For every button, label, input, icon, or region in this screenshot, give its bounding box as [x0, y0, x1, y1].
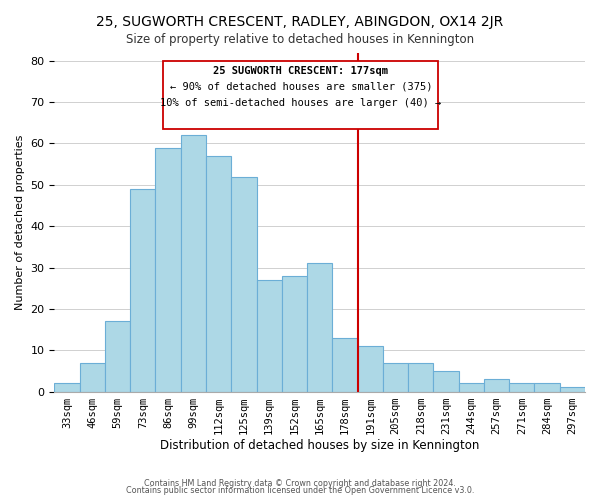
Bar [181, 135, 206, 392]
Bar [433, 371, 458, 392]
Bar [358, 346, 383, 392]
X-axis label: Distribution of detached houses by size in Kennington: Distribution of detached houses by size … [160, 440, 479, 452]
Bar [80, 362, 105, 392]
Y-axis label: Number of detached properties: Number of detached properties [15, 134, 25, 310]
Bar [408, 362, 433, 392]
Bar [332, 338, 358, 392]
Text: Contains public sector information licensed under the Open Government Licence v3: Contains public sector information licen… [126, 486, 474, 495]
Bar [484, 379, 509, 392]
Bar [383, 362, 408, 392]
Bar [307, 264, 332, 392]
Bar [130, 189, 155, 392]
Bar [231, 176, 257, 392]
Bar [257, 280, 282, 392]
Text: ← 90% of detached houses are smaller (375): ← 90% of detached houses are smaller (37… [170, 82, 432, 92]
Text: Contains HM Land Registry data © Crown copyright and database right 2024.: Contains HM Land Registry data © Crown c… [144, 478, 456, 488]
FancyBboxPatch shape [163, 61, 439, 129]
Text: 25, SUGWORTH CRESCENT, RADLEY, ABINGDON, OX14 2JR: 25, SUGWORTH CRESCENT, RADLEY, ABINGDON,… [97, 15, 503, 29]
Text: 10% of semi-detached houses are larger (40) →: 10% of semi-detached houses are larger (… [160, 98, 442, 108]
Bar [560, 388, 585, 392]
Bar [509, 384, 535, 392]
Bar [458, 384, 484, 392]
Bar [55, 384, 80, 392]
Bar [206, 156, 231, 392]
Bar [535, 384, 560, 392]
Text: Size of property relative to detached houses in Kennington: Size of property relative to detached ho… [126, 32, 474, 46]
Bar [155, 148, 181, 392]
Bar [105, 322, 130, 392]
Bar [282, 276, 307, 392]
Text: 25 SUGWORTH CRESCENT: 177sqm: 25 SUGWORTH CRESCENT: 177sqm [213, 66, 388, 76]
